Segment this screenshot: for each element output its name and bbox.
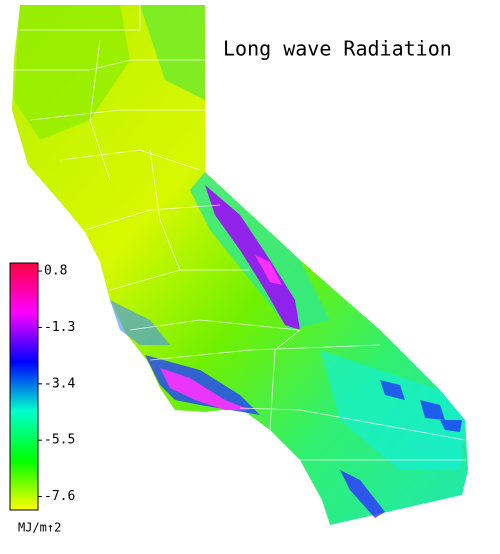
county-line [149,344,381,361]
desert-cyan [320,350,465,470]
county-line [59,149,201,171]
county-line [84,204,221,231]
tick-label: -7.6 [44,489,75,504]
tick-label: -3.4 [44,376,75,391]
desert-streak [340,470,385,518]
colorbar [9,262,39,511]
county-line [149,149,181,271]
north-coast-green [14,5,130,140]
sierra-crest [205,185,300,330]
sierra-peak [255,255,282,285]
county-line [29,109,205,121]
tick-label: -1.3 [44,320,75,335]
county-line [239,407,466,441]
tick-label: 0.8 [44,264,67,279]
coastal-band [145,355,260,415]
county-line [20,5,141,31]
northeast-green [140,5,205,100]
county-line [14,59,205,71]
county-line [269,329,301,431]
county-line [89,39,111,181]
colorbar-unit: MJ/m↑2 [18,521,61,535]
central-coast-blue [110,300,170,345]
color-legend: MJ/m↑2 0.8 -1.3 -3.4 -5.5 -7.6 [9,262,75,535]
map-title: Long wave Radiation [223,37,452,61]
california [12,5,468,525]
tick-label: -5.5 [44,433,75,448]
county-line [129,319,301,331]
transverse-ranges [160,368,250,410]
county-lines [14,5,466,461]
desert-spots [380,380,462,432]
